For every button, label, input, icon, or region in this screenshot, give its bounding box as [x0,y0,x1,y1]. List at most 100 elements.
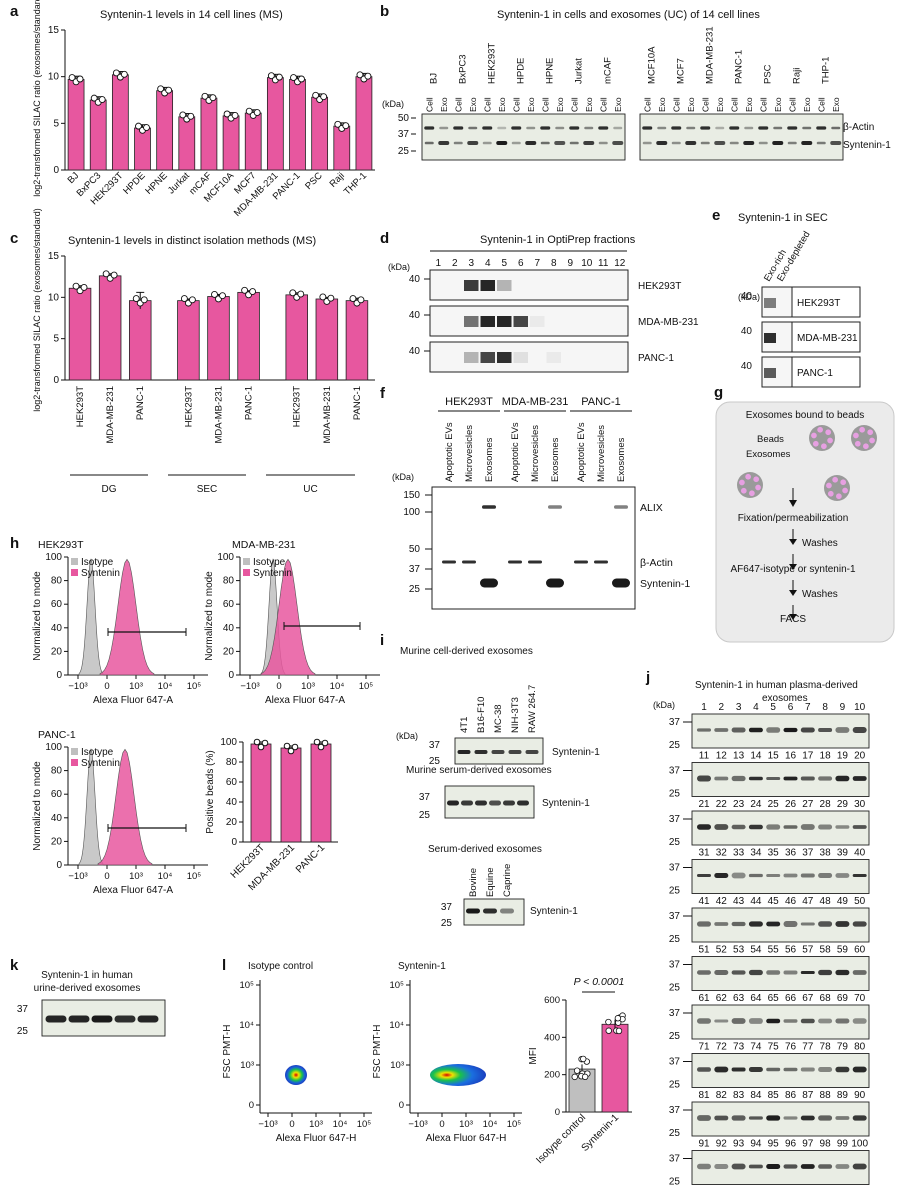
exosome-dot [836,493,842,500]
band [766,1115,781,1121]
band [800,873,815,878]
band-syntenin [612,141,624,145]
x-tick-label: 10⁵ [357,1119,372,1130]
band [748,1116,763,1120]
group-label: PANC-1 [581,396,621,408]
band [852,921,867,927]
band [766,727,781,733]
data-point [253,738,261,746]
arrow-head [789,500,797,507]
blot-membrane [421,113,626,161]
lane-label: HPNE [545,58,556,84]
sample-number: 8 [822,702,828,713]
cell-exo-label: Cell [700,97,710,112]
cell-exo-label: Exo [686,97,696,112]
row-label-box [791,356,861,388]
band [731,970,746,975]
band [697,873,711,878]
lane-label: Equine [485,867,496,897]
y-tick-label: 100 [217,552,234,563]
band-alix [482,505,496,509]
sample-number: 40 [854,848,866,859]
panel-letter-c: c [10,230,18,247]
band [800,970,815,975]
band [764,368,776,378]
cell-exo-label: Exo [497,97,507,112]
band-actin [657,126,667,130]
band-actin [671,126,682,130]
data-point [143,124,150,131]
y-tick-label: 40 [226,797,238,808]
band [766,921,781,927]
bar [250,743,272,843]
title-line2: urine-derived exosomes [34,983,141,994]
band [852,1163,867,1170]
sample-number: 42 [716,896,728,907]
y-tick-label: 0 [555,1107,560,1118]
band [714,1115,729,1121]
cell-exo-label: Exo [526,97,536,112]
panel-c-title: Syntenin-1 levels in distinct isolation … [68,235,316,247]
band-actin [569,126,580,130]
band [731,824,746,830]
group-label: DG [102,484,117,495]
panel-letter-f: f [380,385,386,402]
data-point [267,72,275,80]
x-tick-label: 0 [104,871,109,882]
band [800,727,815,733]
data-point [245,107,253,115]
band [697,1115,711,1121]
cell-exo-label: Cell [540,97,550,112]
sample-number: 70 [854,993,866,1004]
row-label: MDA-MB-231 [797,333,858,344]
x-tick-label: 10⁵ [187,681,202,692]
category-label: Jurkat [166,170,192,196]
panel-e-title: Syntenin-1 in SEC [738,212,828,224]
band-syntenin [830,141,842,145]
data-point [581,1073,589,1081]
band [483,908,497,914]
band [835,1066,850,1073]
sample-number: 88 [820,1090,832,1101]
sample-number: 7 [805,702,811,713]
cell-exo-label: Cell [598,97,608,112]
band [461,800,473,806]
data-point [253,109,261,117]
sample-number: 59 [837,945,849,956]
band [731,872,746,879]
category-label: MDA-MB-231 [322,386,333,444]
cell-exo-label: Exo [555,97,565,112]
band-actin [642,126,653,130]
marker-label: 150 [403,490,420,501]
sample-number: 44 [750,896,762,907]
sample-number: 62 [716,993,728,1004]
sample-number: 9 [840,702,846,713]
lane-label: mCAF [603,57,614,84]
cell-exo-label: Cell [671,97,681,112]
y-tick-label: 40 [51,813,63,824]
sample-number: 55 [768,945,780,956]
band [517,800,529,806]
sample-number: 20 [854,751,866,762]
band [783,727,798,733]
data-point [180,295,188,303]
y-axis-label: FSC PMT-H [372,1025,383,1079]
sample-number: 29 [837,799,849,810]
band [852,825,867,829]
data-point [283,742,291,750]
lane-label: Raji [792,68,803,84]
data-point [297,290,305,298]
marker-label: 37 [409,564,421,575]
kda-label: (kDa) [396,731,418,741]
data-point [157,85,165,93]
category-label: HEK293T [75,386,86,427]
band [697,775,711,782]
x-tick-label: 10⁵ [359,681,374,692]
marker-label: 25 [669,934,681,945]
lane-label: PANC-1 [734,50,745,84]
bar [200,97,218,171]
marker-label: 25 [669,1177,681,1188]
band [714,728,729,732]
sample-number: 22 [716,799,728,810]
band [45,1015,67,1023]
